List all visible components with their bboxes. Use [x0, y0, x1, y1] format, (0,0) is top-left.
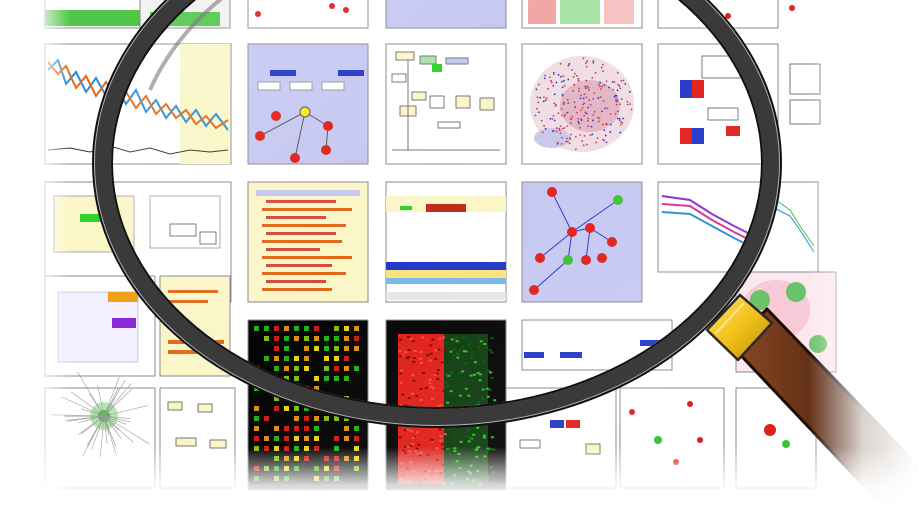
- thumb-box-network: [159, 387, 236, 489]
- network-edge: [103, 415, 122, 439]
- heatmap-cell: [294, 466, 299, 471]
- heatmap-cell: [254, 476, 259, 481]
- heatmap-cell: [324, 476, 329, 481]
- network-edge: [103, 415, 134, 443]
- heatmap-cell: [284, 476, 289, 481]
- heatmap-cell: [450, 482, 454, 485]
- heatmap-cell: [274, 456, 279, 461]
- heatmap-cell: [284, 456, 289, 461]
- heatmap-cell: [264, 466, 269, 471]
- network-edge: [103, 415, 150, 445]
- network-edge: [65, 415, 105, 421]
- heatmap-cell: [254, 436, 259, 441]
- heatmap-cell: [314, 466, 319, 471]
- network-edge: [81, 415, 105, 435]
- heatmap-cell: [491, 481, 495, 484]
- network-edge: [103, 379, 126, 417]
- heatmap-cell: [254, 466, 259, 471]
- heatmap-cell: [274, 466, 279, 471]
- heatmap-cell: [294, 456, 299, 461]
- heatmap-cell: [324, 466, 329, 471]
- magnifier-ferrule: [705, 293, 774, 362]
- network-edge: [103, 377, 120, 417]
- network-edge: [103, 415, 108, 445]
- heatmap-cell: [264, 436, 269, 441]
- magnifier-lens: [92, 0, 782, 483]
- network-edge: [103, 415, 131, 420]
- heatmap-cell: [284, 446, 289, 451]
- network-edge: [103, 415, 127, 425]
- thumb-hairball: [44, 387, 156, 489]
- heatmap-cell: [284, 466, 289, 471]
- heatmap-cell: [254, 446, 259, 451]
- heatmap-cell: [478, 483, 482, 486]
- network-edge: [80, 408, 105, 417]
- network-edge: [91, 415, 105, 450]
- network-edge: [103, 383, 132, 417]
- network-edge: [103, 388, 132, 417]
- network-edge: [97, 385, 105, 417]
- heatmap-cell: [274, 446, 279, 451]
- network-edge: [103, 415, 117, 448]
- heatmap-cell: [274, 476, 279, 481]
- heatmap-cell: [304, 456, 309, 461]
- network-edge: [103, 387, 119, 417]
- network-edge: [103, 415, 110, 435]
- heatmap-cell: [477, 480, 481, 483]
- heatmap-cell: [334, 476, 339, 481]
- network-edge: [103, 405, 148, 417]
- network-edge: [78, 415, 105, 424]
- heatmap-cell: [254, 426, 259, 431]
- network-edge: [71, 391, 105, 417]
- network-edge: [103, 415, 131, 423]
- network-edge: [77, 371, 105, 417]
- heatmap-cell: [264, 446, 269, 451]
- heatmap-cell: [483, 481, 487, 484]
- heatmap-cell: [314, 476, 319, 481]
